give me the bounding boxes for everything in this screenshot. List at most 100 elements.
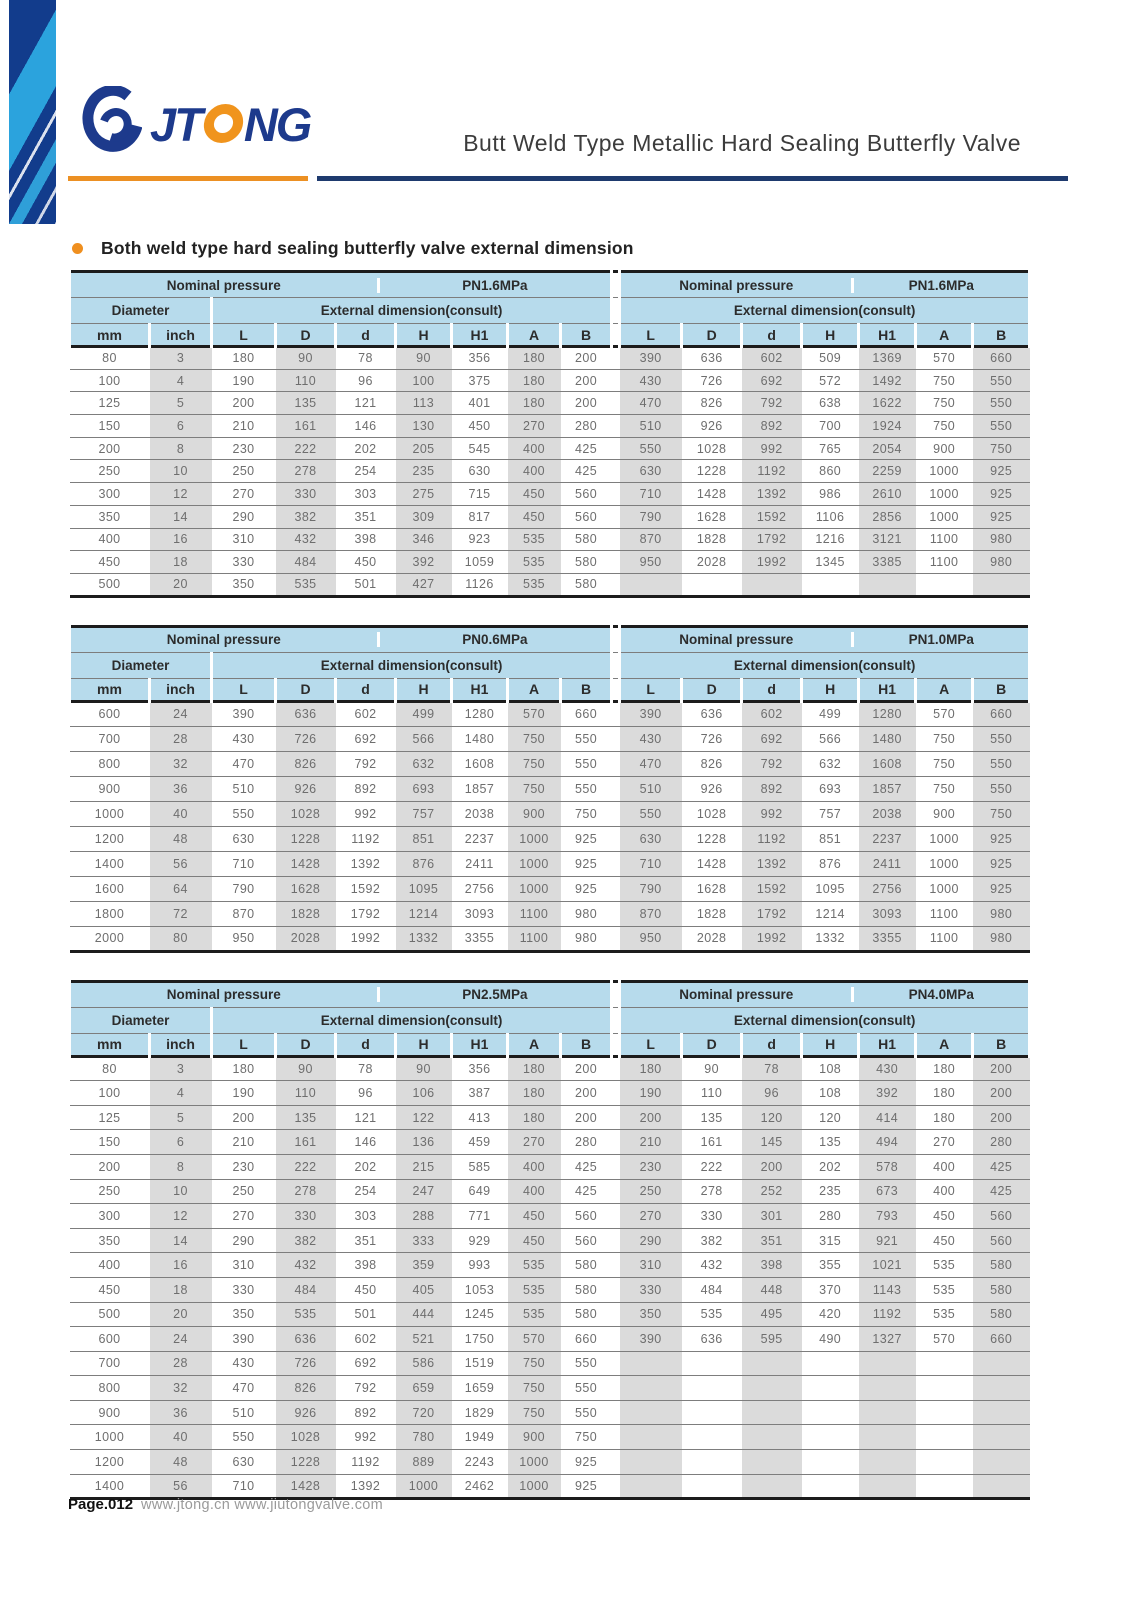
data-cell: 3: [149, 1056, 212, 1081]
data-cell: 1000: [69, 801, 150, 827]
data-cell: 161: [681, 1129, 742, 1155]
data-cell: 1949: [451, 1424, 508, 1450]
data-cell: 200: [741, 1154, 802, 1180]
gutter-cell: [611, 701, 620, 727]
data-cell: 2243: [451, 1449, 508, 1475]
data-cell: 350: [211, 573, 276, 597]
data-cell: 926: [275, 1400, 336, 1425]
pressure-cell-split: Nominal pressure PN1.6MPa: [623, 277, 1027, 293]
gutter-cell: [611, 851, 620, 877]
header-rule: [68, 176, 1068, 181]
data-cell: 80: [69, 346, 150, 370]
data-cell: 535: [507, 573, 561, 597]
pressure-cell: Nominal pressure PN4.0MPa: [618, 981, 1032, 1008]
data-cell: 580: [560, 1302, 612, 1327]
data-cell: 792: [741, 751, 802, 777]
data-cell: 14: [149, 505, 212, 528]
data-cell: 636: [681, 346, 742, 370]
data-cell: 1028: [681, 801, 742, 827]
data-cell: 1392: [741, 482, 802, 506]
table-row: 1400 56 710 1428 1392 876 2411 1000 925 710 1428 13…: [69, 851, 1030, 877]
column-header: mm: [68, 678, 151, 702]
data-cell: 570: [507, 1326, 561, 1352]
gutter-cell: [611, 1400, 620, 1425]
data-cell: 826: [681, 751, 742, 777]
gutter-cell: [611, 550, 620, 574]
data-cell: 1192: [335, 826, 396, 852]
data-cell: 96: [335, 369, 396, 392]
data-cell: [801, 1474, 859, 1499]
data-cell: 550: [560, 751, 612, 777]
gutter-cell: [611, 528, 620, 551]
dimension-table: Nominal pressure PN1.6MPa Nominal pressure…: [67, 270, 1032, 598]
data-cell: 356: [451, 1056, 508, 1081]
data-cell: 301: [741, 1203, 802, 1229]
gutter-cell: [611, 726, 620, 752]
table-row: 800 32 470 826 792 659 1659 750 550: [69, 1375, 1030, 1401]
data-cell: 450: [915, 1203, 973, 1229]
data-cell: 110: [275, 369, 336, 392]
table-row: 350 14 290 382 351 309 817 450 560 790 1628 1592 110…: [69, 505, 1030, 528]
pressure-value: PN4.0MPa: [908, 987, 974, 1003]
table-row: 450 18 330 484 450 392 1059 535 580 950 2028 1992 13…: [69, 550, 1030, 574]
data-cell: 1828: [275, 901, 336, 927]
data-cell: [681, 1351, 742, 1376]
gutter-cell: [611, 482, 620, 506]
column-header: A: [506, 678, 562, 702]
column-header: d: [740, 323, 804, 347]
gutter-cell: [611, 678, 620, 702]
column-header: H: [394, 678, 453, 702]
data-cell: 150: [69, 414, 150, 438]
data-cell: 351: [335, 505, 396, 528]
data-cell: 24: [149, 701, 212, 727]
data-cell: 278: [275, 459, 336, 483]
table-row: 900 36 510 926 892 720 1829 750 550: [69, 1400, 1030, 1425]
data-cell: 900: [915, 437, 973, 460]
data-cell: [972, 1375, 1030, 1401]
data-cell: 90: [395, 1056, 452, 1081]
data-cell: 1327: [858, 1326, 916, 1352]
data-cell: 570: [915, 1326, 973, 1352]
data-cell: 992: [335, 1424, 396, 1450]
data-cell: 3093: [858, 901, 916, 927]
data-cell: 550: [211, 1424, 276, 1450]
gutter-cell: [611, 323, 620, 347]
gutter-cell: [611, 626, 620, 653]
data-cell: 310: [619, 1252, 682, 1278]
data-cell: 330: [681, 1203, 742, 1229]
data-cell: 580: [560, 550, 612, 574]
subheader-row: Diameter External dimension(consult) Exter…: [68, 297, 1032, 324]
data-cell: 3355: [451, 926, 508, 952]
table-body: Nominal pressure PN1.6MPa Nominal pressure…: [67, 271, 1032, 597]
data-cell: 925: [560, 826, 612, 852]
data-cell: 200: [211, 391, 276, 415]
data-cell: 300: [69, 1203, 150, 1229]
data-cell: 427: [395, 573, 452, 597]
data-cell: 235: [801, 1179, 859, 1204]
gutter-cell: [611, 876, 620, 902]
data-cell: 586: [395, 1351, 452, 1376]
data-cell: 1428: [681, 482, 742, 506]
data-cell: 382: [275, 1228, 336, 1253]
data-cell: 8: [149, 1154, 212, 1180]
gutter-cell: [611, 346, 620, 370]
data-cell: 892: [741, 776, 802, 802]
column-header: H1: [450, 323, 509, 347]
data-cell: 494: [858, 1129, 916, 1155]
data-cell: 1021: [858, 1252, 916, 1278]
data-cell: 90: [395, 346, 452, 370]
data-cell: 230: [211, 1154, 276, 1180]
data-cell: 28: [149, 726, 212, 752]
data-cell: 10: [149, 459, 212, 483]
data-cell: 992: [741, 437, 802, 460]
data-cell: 750: [972, 437, 1030, 460]
data-cell: 780: [395, 1424, 452, 1450]
data-cell: 578: [858, 1154, 916, 1180]
data-cell: 3355: [858, 926, 916, 952]
data-cell: 400: [69, 1252, 150, 1278]
data-cell: 602: [741, 346, 802, 370]
table-row: 80 3 180 90 78 90 356 180 200 390 636 602 509 1369 570…: [69, 346, 1030, 370]
table-row: 1200 48 630 1228 1192 851 2237 1000 925 630 1228 11…: [69, 826, 1030, 852]
gutter-cell: [611, 1203, 620, 1229]
data-cell: 252: [741, 1179, 802, 1204]
